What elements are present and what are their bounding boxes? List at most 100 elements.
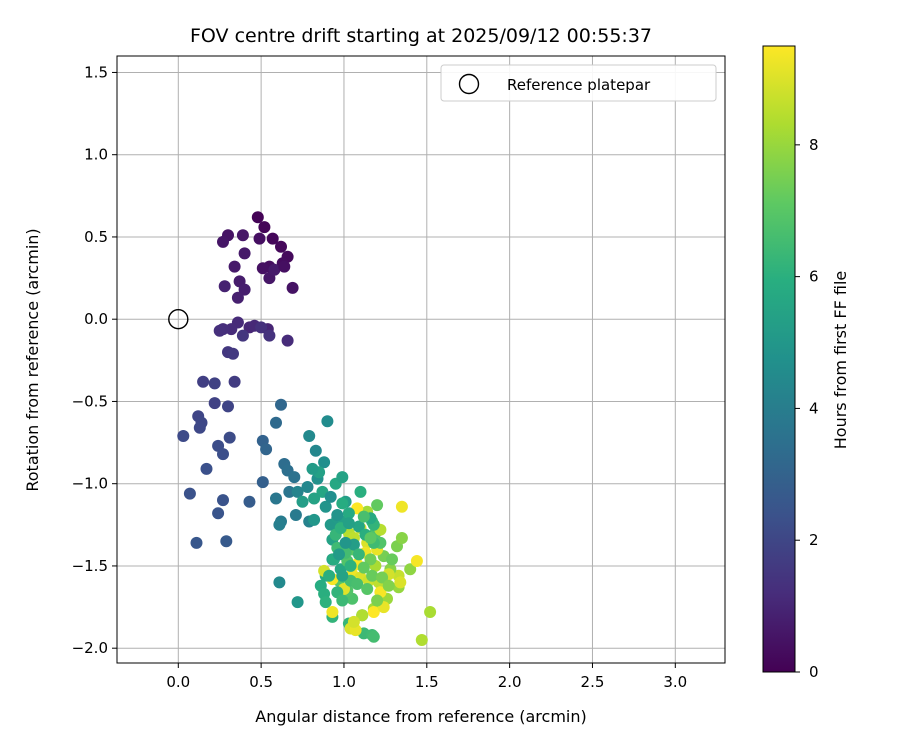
data-point <box>347 615 360 628</box>
data-point <box>367 630 380 643</box>
data-point <box>223 431 236 444</box>
data-point <box>354 485 367 498</box>
data-point <box>351 578 364 590</box>
data-point <box>222 400 234 413</box>
colorbar-tick-label: 8 <box>809 136 819 154</box>
y-tick-label: −1.0 <box>72 475 108 493</box>
data-points <box>177 211 437 646</box>
colorbar-tick-label: 4 <box>809 399 819 417</box>
legend-box <box>440 64 717 102</box>
data-point <box>410 555 423 567</box>
data-point <box>289 509 302 521</box>
data-point <box>404 563 417 576</box>
data-point <box>256 262 269 275</box>
x-tick-label: 0.5 <box>249 673 273 691</box>
data-point <box>306 462 319 475</box>
colorbar-tick-label: 2 <box>809 531 819 549</box>
y-axis-ticks: −2.0 −1.5 −1.0 −0.5 0.0 0.5 1.0 1.5 <box>72 63 117 657</box>
data-point <box>357 561 370 574</box>
data-point <box>227 347 239 360</box>
data-point <box>324 490 337 503</box>
data-point <box>339 536 352 549</box>
data-point <box>217 494 229 507</box>
data-point <box>231 291 244 304</box>
legend-entry-reference: Reference platepar <box>507 76 651 94</box>
data-point <box>266 232 279 245</box>
data-point <box>238 247 251 260</box>
y-tick-label: 1.5 <box>84 63 108 81</box>
data-point <box>278 260 291 273</box>
data-point <box>218 280 231 293</box>
x-tick-label: 1.5 <box>415 673 439 691</box>
x-tick-label: 2.0 <box>498 673 522 691</box>
data-point <box>200 462 213 475</box>
colorbar-label: Hours from first FF file <box>831 271 850 450</box>
data-point <box>395 500 408 513</box>
y-tick-label: 0.0 <box>84 310 108 328</box>
data-point <box>367 606 380 618</box>
data-point <box>256 476 269 489</box>
data-point <box>228 260 241 273</box>
plot-frame <box>116 55 726 664</box>
y-tick-label: −1.5 <box>72 557 108 575</box>
y-axis-title: Rotation from reference (arcmin) <box>23 228 42 491</box>
x-tick-label: 3.0 <box>663 673 687 691</box>
x-tick-label: 0.0 <box>166 673 190 691</box>
data-point <box>217 235 229 248</box>
colorbar-tick-label: 0 <box>809 663 819 681</box>
data-point <box>352 520 365 533</box>
data-point <box>308 513 321 526</box>
data-point <box>291 596 304 609</box>
data-point <box>371 499 384 512</box>
data-point <box>424 606 437 618</box>
data-point <box>236 329 249 342</box>
data-point <box>263 329 276 342</box>
chart-title: FOV centre drift starting at 2025/09/12 … <box>190 25 652 47</box>
data-point <box>336 497 349 510</box>
data-point <box>394 576 407 589</box>
data-point <box>321 415 334 428</box>
y-tick-label: −2.0 <box>72 639 108 657</box>
data-point <box>273 576 286 589</box>
colorbar-ticks: 0 2 4 6 8 <box>795 136 819 681</box>
data-point <box>342 507 355 520</box>
data-point <box>275 240 287 253</box>
data-point <box>275 398 287 411</box>
data-point <box>336 569 349 582</box>
data-point <box>183 487 196 500</box>
data-point <box>319 596 332 609</box>
x-tick-label: 2.5 <box>581 673 605 691</box>
data-point <box>342 517 355 530</box>
data-point <box>382 579 395 592</box>
data-point <box>220 535 233 548</box>
colorbar-gradient <box>762 45 796 673</box>
data-point <box>213 324 226 337</box>
data-point <box>344 559 357 572</box>
y-tick-label: 0.5 <box>84 228 108 246</box>
data-point <box>270 492 282 505</box>
data-point <box>364 553 377 566</box>
data-point <box>217 448 229 461</box>
data-point <box>326 606 339 618</box>
data-point <box>376 571 389 584</box>
y-tick-label: 1.0 <box>84 146 108 164</box>
x-tick-label: 1.0 <box>332 673 356 691</box>
data-point <box>193 421 206 434</box>
data-point <box>258 221 271 234</box>
data-point <box>323 569 336 582</box>
data-point <box>177 430 190 442</box>
data-point <box>253 232 266 245</box>
reference-marker-group <box>168 308 189 330</box>
data-point <box>318 456 331 469</box>
data-point <box>268 263 281 276</box>
data-point <box>333 548 345 561</box>
data-point <box>366 569 379 582</box>
data-point <box>238 283 251 296</box>
plot-area <box>117 56 725 663</box>
data-point <box>309 444 322 457</box>
data-point <box>288 471 301 484</box>
data-point <box>336 594 349 607</box>
data-point <box>291 485 304 498</box>
data-point <box>243 495 256 508</box>
